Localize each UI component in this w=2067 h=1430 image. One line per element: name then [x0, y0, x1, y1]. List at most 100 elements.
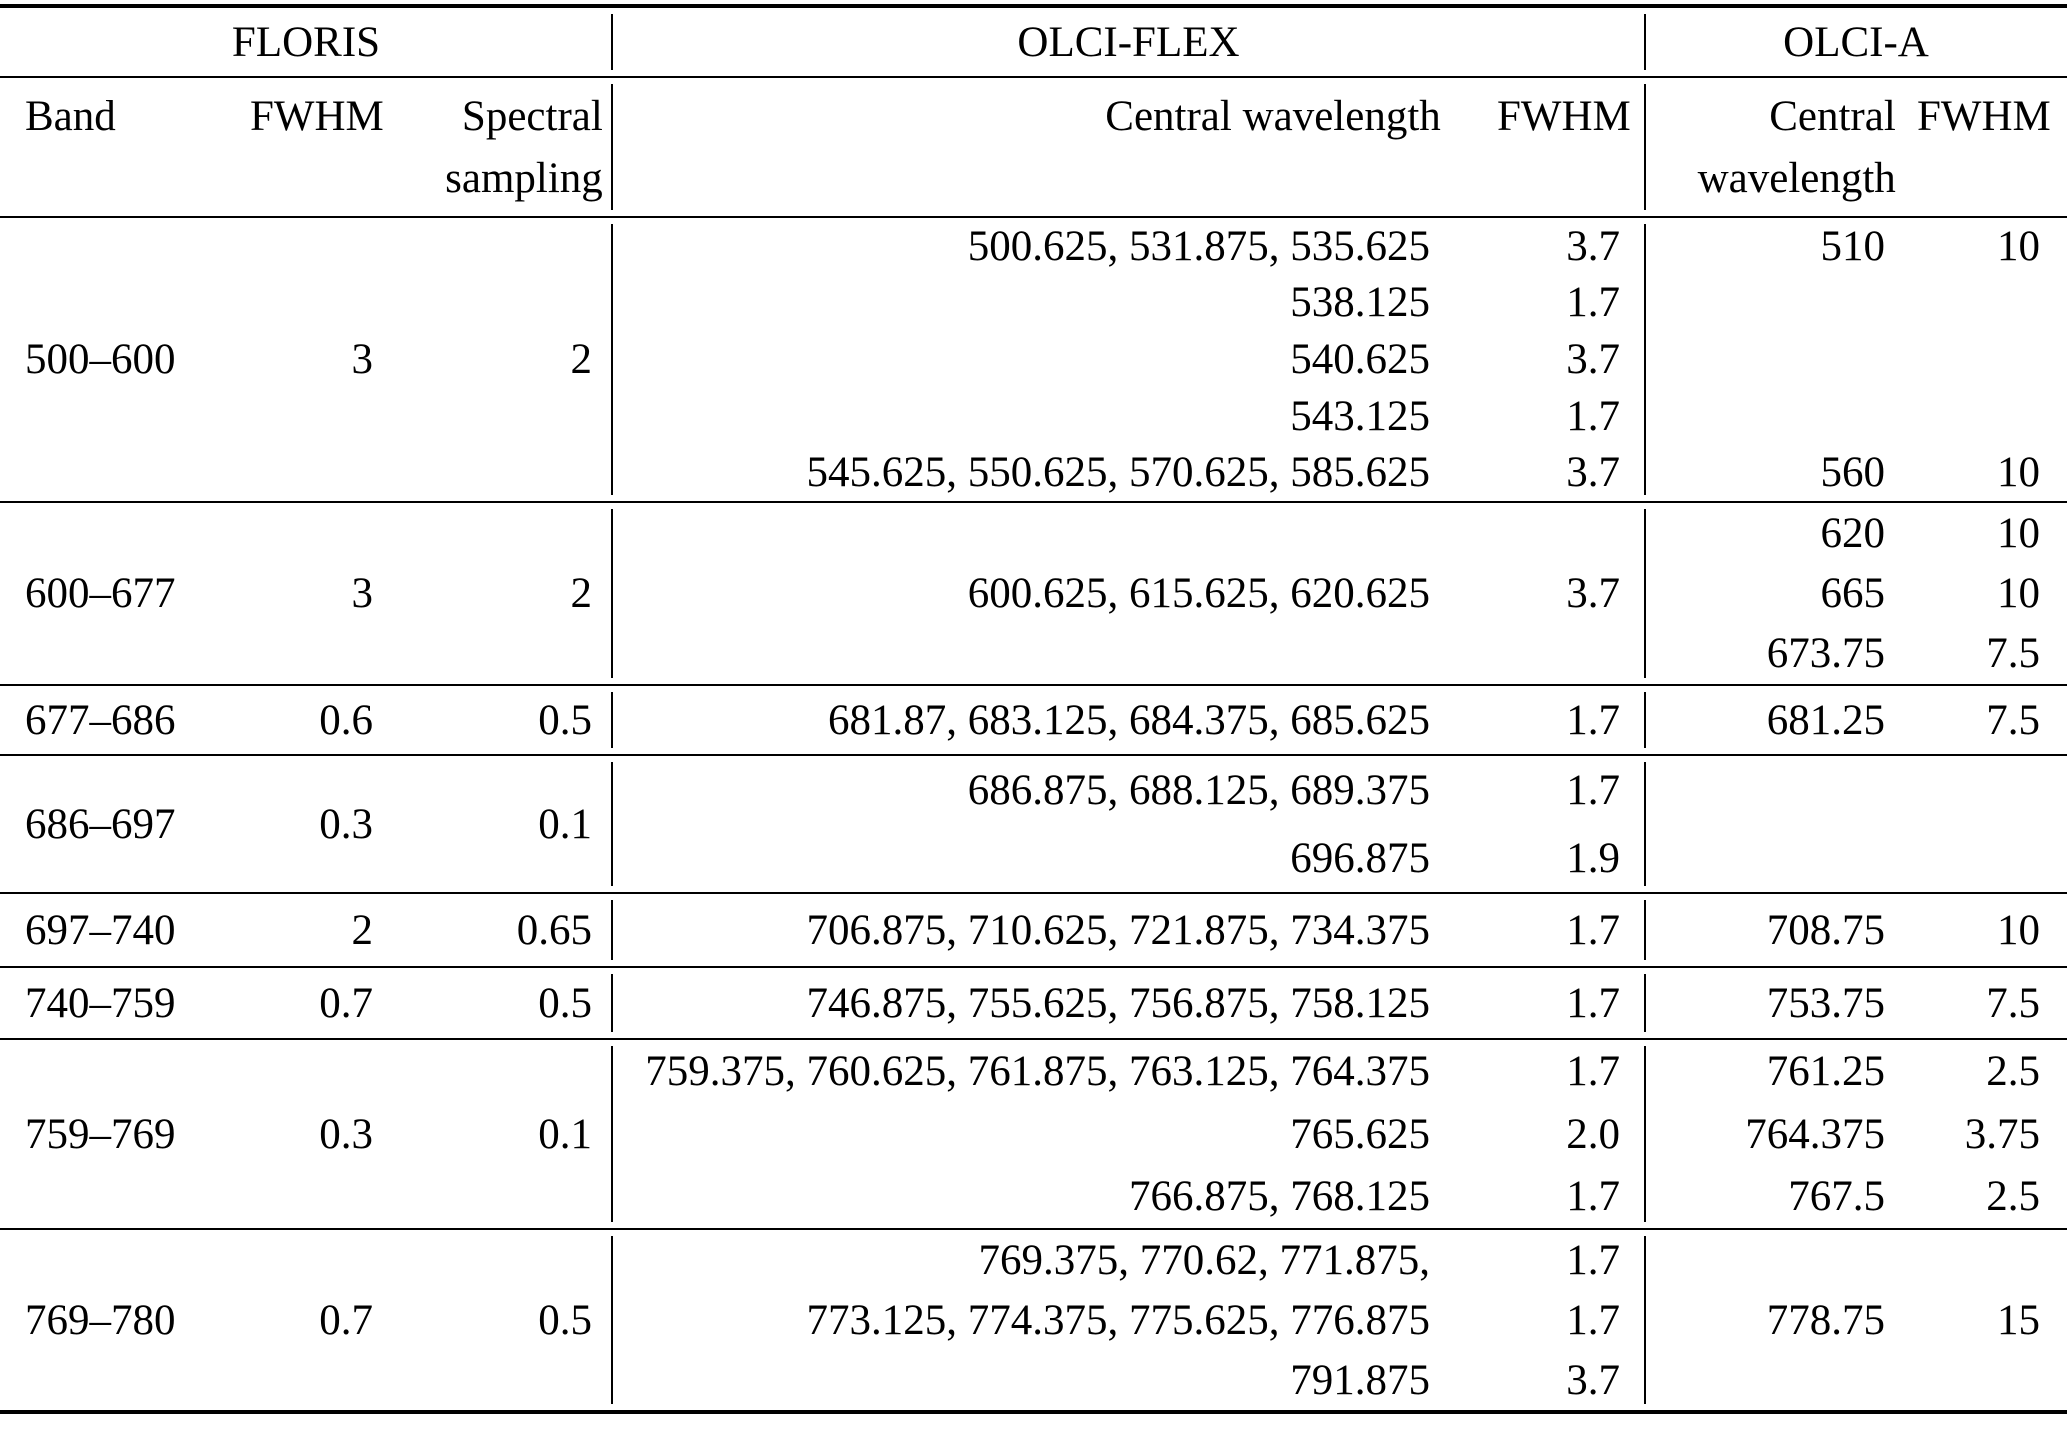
- floris-cells: 769–780 0.7 0.5: [0, 1230, 612, 1410]
- floris-cells: 677–686 0.6 0.5: [0, 686, 612, 754]
- table-line: 769.375, 770.62, 771.875, 1.7: [612, 1230, 1645, 1290]
- vertical-rule: [1644, 900, 1646, 960]
- table-line: [612, 503, 1645, 563]
- table-line: [1645, 1230, 2067, 1290]
- olci-a-wavelength-column-header: Central wavelength: [1697, 93, 1896, 203]
- table-line: [1645, 331, 2067, 388]
- floris-sampling-value: 2: [570, 336, 593, 383]
- table-line: 773.125, 774.375, 775.625, 776.875 1.7: [612, 1290, 1645, 1350]
- olci-a-cells: 761.25 2.5 764.375 3.75 767.5 2.5: [1645, 1040, 2067, 1228]
- floris-sampling-value: 0.5: [538, 979, 592, 1027]
- olci-flex-cells: 686.875, 688.125, 689.375 1.7 696.875 1.9: [612, 756, 1645, 892]
- band-group-row: 759–769 0.3 0.1 759.375, 760.625, 761.87…: [0, 1040, 2067, 1230]
- table-line: 538.125 1.7: [612, 275, 1645, 332]
- vertical-rule: [611, 224, 613, 495]
- vertical-rule: [611, 974, 613, 1032]
- olci-flex-wavelengths: 681.87, 683.125, 684.375, 685.625: [828, 696, 1430, 744]
- table-line: 620 10: [1645, 503, 2067, 563]
- olci-flex-cells: 769.375, 770.62, 771.875, 1.7 773.125, 774…: [612, 1230, 1645, 1410]
- spectral-bands-table: FLORIS OLCI-FLEX OLCI-A Band FWHM Spectr…: [0, 4, 2067, 1414]
- floris-sampling-value: 0.65: [516, 906, 592, 954]
- floris-band-range: 759–769: [25, 1110, 176, 1158]
- vertical-rule: [1644, 509, 1646, 678]
- floris-sampling-value: 0.5: [538, 696, 592, 744]
- floris-fwhm-value: 0.7: [319, 1296, 373, 1344]
- vertical-rule: [1644, 762, 1646, 886]
- floris-fwhm-value: 0.6: [319, 696, 373, 744]
- floris-band-range: 500–600: [25, 336, 176, 383]
- olci-flex-fwhm: 1.7: [1566, 979, 1620, 1027]
- table-line: 791.875 3.7: [612, 1350, 1645, 1410]
- olci-a-wavelength: 665: [1820, 569, 1886, 617]
- table-line: 686.875, 688.125, 689.375 1.7: [612, 756, 1645, 824]
- olci-a-cells: 778.75 15: [1645, 1230, 2067, 1410]
- floris-cells: 600–677 3 2: [0, 503, 612, 684]
- table-line: 696.875 1.9: [612, 824, 1645, 892]
- olci-a-fwhm: 7.5: [1986, 979, 2040, 1027]
- floris-band-range: 740–759: [25, 979, 176, 1027]
- vertical-rule: [1644, 1236, 1646, 1404]
- olci-flex-fwhm: 1.7: [1566, 1047, 1620, 1095]
- floris-band-range: 677–686: [25, 696, 176, 744]
- table-line: 708.75 10: [1645, 894, 2067, 966]
- band-group-row: 600–677 3 2 600.625, 615.625, 620.625 3.7…: [0, 503, 2067, 686]
- olci-flex-wavelengths: 769.375, 770.62, 771.875,: [978, 1236, 1431, 1284]
- olci-a-fwhm: 3.75: [1964, 1110, 2040, 1158]
- olci-flex-wavelength-column-header: Central wavelength: [1105, 93, 1441, 140]
- vertical-rule: [1644, 1046, 1646, 1222]
- olci-a-wavelength: 778.75: [1766, 1296, 1885, 1344]
- olci-a-wavelength: 708.75: [1766, 906, 1885, 954]
- olci-a-fwhm: 10: [1997, 509, 2040, 557]
- floris-band-range: 697–740: [25, 906, 176, 954]
- vertical-rule: [611, 762, 613, 886]
- instrument-header-row: FLORIS OLCI-FLEX OLCI-A: [0, 8, 2067, 78]
- band-group-row: 740–759 0.7 0.5 746.875, 755.625, 756.87…: [0, 968, 2067, 1040]
- table-line: [612, 624, 1645, 684]
- floris-fwhm-value: 2: [351, 906, 374, 954]
- olci-a-cells: 753.75 7.5: [1645, 968, 2067, 1038]
- floris-cells: 500–600 3 2: [0, 218, 612, 501]
- table-line: 545.625, 550.625, 570.625, 585.625 3.7: [612, 444, 1645, 501]
- olci-a-cells: 708.75 10: [1645, 894, 2067, 966]
- olci-flex-fwhm: 3.7: [1566, 1356, 1620, 1404]
- olci-flex-wavelengths: 766.875, 768.125: [1129, 1173, 1430, 1221]
- floris-band-range: 600–677: [25, 570, 176, 617]
- olci-a-fwhm: 10: [1997, 906, 2040, 954]
- olci-a-wavelength: 753.75: [1766, 979, 1885, 1027]
- table-line: [1645, 824, 2067, 892]
- column-header-row: Band FWHM Spectral sampling Central wave…: [0, 78, 2067, 218]
- olci-a-fwhm: 10: [1997, 569, 2040, 617]
- olci-flex-fwhm: 2.0: [1566, 1110, 1620, 1158]
- olci-flex-fwhm: 1.7: [1566, 1173, 1620, 1221]
- band-group-row: 686–697 0.3 0.1 686.875, 688.125, 689.37…: [0, 756, 2067, 894]
- olci-a-fwhm: 2.5: [1986, 1047, 2040, 1095]
- olci-flex-fwhm: 3.7: [1566, 449, 1620, 497]
- olci-a-cells: [1645, 756, 2067, 892]
- spectral-sampling-column-header: Spectral sampling: [445, 93, 603, 203]
- vertical-rule: [611, 692, 613, 748]
- band-group-row: 769–780 0.7 0.5 769.375, 770.62, 771.875…: [0, 1230, 2067, 1410]
- olci-flex-wavelengths: 746.875, 755.625, 756.875, 758.125: [806, 979, 1431, 1027]
- vertical-rule: [611, 509, 613, 678]
- olci-flex-section-header: OLCI-FLEX: [1017, 18, 1240, 66]
- olci-flex-wavelengths: 540.625: [1290, 335, 1430, 383]
- olci-flex-wavelengths: 791.875: [1290, 1356, 1430, 1404]
- table-line: 765.625 2.0: [612, 1103, 1645, 1166]
- olci-a-fwhm: 15: [1997, 1296, 2040, 1344]
- olci-flex-wavelengths: 543.125: [1290, 392, 1430, 440]
- band-group-row: 677–686 0.6 0.5 681.87, 683.125, 684.375…: [0, 686, 2067, 756]
- floris-cells: 740–759 0.7 0.5: [0, 968, 612, 1038]
- floris-cells: 697–740 2 0.65: [0, 894, 612, 966]
- olci-flex-wavelengths: 500.625, 531.875, 535.625: [967, 222, 1430, 270]
- olci-a-fwhm: 7.5: [1986, 696, 2040, 744]
- table-line: 673.75 7.5: [1645, 624, 2067, 684]
- vertical-rule: [1644, 974, 1646, 1032]
- table-line: 600.625, 615.625, 620.625 3.7: [612, 563, 1645, 623]
- table-line: 681.87, 683.125, 684.375, 685.625 1.7: [612, 686, 1645, 754]
- band-group-row: 500–600 3 2 500.625, 531.875, 535.625 3.7…: [0, 218, 2067, 503]
- olci-flex-fwhm: 1.9: [1566, 834, 1620, 882]
- table-line: 681.25 7.5: [1645, 686, 2067, 754]
- floris-sampling-value: 0.5: [538, 1296, 592, 1344]
- olci-flex-wavelengths: 600.625, 615.625, 620.625: [967, 569, 1430, 617]
- table-line: 766.875, 768.125 1.7: [612, 1165, 1645, 1228]
